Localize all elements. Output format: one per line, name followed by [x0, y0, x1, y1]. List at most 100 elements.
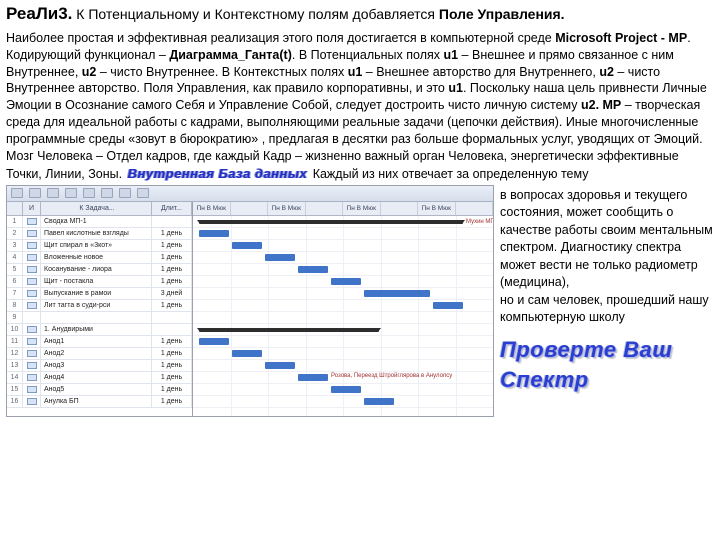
row-id: 16 [7, 396, 23, 407]
gantt-row [193, 348, 493, 360]
gantt-row [193, 360, 493, 372]
row-name [41, 312, 152, 323]
table-row[interactable]: 14 Анод41 день [7, 372, 192, 384]
table-row[interactable]: 6Щит - постакла1 день [7, 276, 192, 288]
task-bar[interactable] [265, 254, 295, 261]
table-row[interactable]: 5Косанувание - лиора1 день [7, 264, 192, 276]
row-id: 9 [7, 312, 23, 323]
row-indicator [23, 216, 41, 227]
row-indicator [23, 324, 41, 335]
big-decor-label: Проверте Ваш Спектр [500, 335, 714, 397]
row-duration: 1 день [152, 252, 192, 263]
title-prefix: РеаЛи3. [6, 4, 72, 23]
row-indicator [23, 228, 41, 239]
row-name: Вложенные новое [41, 252, 152, 263]
toolbar-button[interactable] [119, 188, 131, 198]
task-bar[interactable] [364, 290, 430, 297]
table-row[interactable]: 7Выпускание в рамои3 дней [7, 288, 192, 300]
gantt-row [193, 252, 493, 264]
indicator-icon [27, 350, 37, 357]
row-id: 7 [7, 288, 23, 299]
task-bar[interactable] [364, 398, 394, 405]
row-name: Лит тагта в суди-рси [41, 300, 152, 311]
row-id: 2 [7, 228, 23, 239]
toolbar-button[interactable] [47, 188, 59, 198]
gantt-row: Розова, Переезд Штройглярова в Анулопсу [193, 372, 493, 384]
toolbar-button[interactable] [137, 188, 149, 198]
row-indicator [23, 252, 41, 263]
toolbar-button[interactable] [29, 188, 41, 198]
timeline-cell: Пн В Мюк [268, 202, 306, 215]
row-indicator [23, 384, 41, 395]
timeline-cell [231, 202, 269, 215]
indicator-icon [27, 374, 37, 381]
gantt-row [193, 312, 493, 324]
row-duration: 1 день [152, 372, 192, 383]
task-bar[interactable] [232, 242, 262, 249]
task-bar[interactable] [331, 278, 361, 285]
row-name: Выпускание в рамои [41, 288, 152, 299]
row-duration: 1 день [152, 300, 192, 311]
row-duration: 1 день [152, 240, 192, 251]
table-row[interactable]: 1Сводка МП-1 [7, 216, 192, 228]
title-rest: К Потенциальному и Контекстному полям до… [72, 6, 439, 22]
row-duration: 1 день [152, 228, 192, 239]
row-id: 10 [7, 324, 23, 335]
row-indicator [23, 360, 41, 371]
row-name: Анод1 [41, 336, 152, 347]
gantt-row [193, 336, 493, 348]
row-name: Щит спирал в «3кот» [41, 240, 152, 251]
title-suffix: Поле Управления. [439, 6, 565, 22]
table-row[interactable]: 15Анод51 день [7, 384, 192, 396]
toolbar-button[interactable] [83, 188, 95, 198]
row-duration [152, 324, 192, 335]
task-bar[interactable] [331, 386, 361, 393]
summary-bar[interactable] [199, 328, 379, 332]
task-bar[interactable] [232, 350, 262, 357]
table-row[interactable]: 11Анод11 день [7, 336, 192, 348]
col-indicator: И [23, 202, 41, 215]
bar-label: Розова, Переезд Штройглярова в Анулопсу [331, 373, 452, 379]
task-table: И К Задача... Длит... 1Сводка МП-12Павел… [7, 202, 193, 416]
side-text: в вопросах здоровья и текущего состояния… [500, 188, 713, 325]
table-row[interactable]: 12Анод21 день [7, 348, 192, 360]
row-duration: 1 день [152, 348, 192, 359]
task-bar[interactable] [298, 266, 328, 273]
timeline-header: Пн В МюкПн В МюкПн В МюкПн В Мюк [193, 202, 493, 216]
table-row[interactable]: 8Лит тагта в суди-рси1 день [7, 300, 192, 312]
table-row[interactable]: 2Павел кислотные взгляды1 день [7, 228, 192, 240]
task-bar[interactable] [199, 338, 229, 345]
table-row[interactable]: 101. Анудвирыми [7, 324, 192, 336]
row-indicator [23, 288, 41, 299]
summary-bar[interactable]: Мухин МП, ДюкановскийЭноденАнупрефомекол [199, 220, 463, 224]
bar-label: Мухин МП, ДюкановскийЭноденАнупрефомекол [466, 219, 494, 225]
row-name: Щит - постакла [41, 276, 152, 287]
row-duration: 1 день [152, 360, 192, 371]
row-indicator [23, 276, 41, 287]
gantt-screenshot: И К Задача... Длит... 1Сводка МП-12Павел… [6, 185, 494, 417]
indicator-icon [27, 218, 37, 225]
task-bar[interactable] [265, 362, 295, 369]
indicator-icon [27, 362, 37, 369]
toolbar-button[interactable] [65, 188, 77, 198]
task-bar[interactable]: Розова, Переезд Штройглярова в Анулопсу [298, 374, 328, 381]
row-name: Анод4 [41, 372, 152, 383]
toolbar-button[interactable] [101, 188, 113, 198]
indicator-icon [27, 386, 37, 393]
gantt-row [193, 264, 493, 276]
table-row[interactable]: 13Анод31 день [7, 360, 192, 372]
toolbar-button[interactable] [11, 188, 23, 198]
task-bar[interactable] [199, 230, 229, 237]
row-id: 12 [7, 348, 23, 359]
lower-region: И К Задача... Длит... 1Сводка МП-12Павел… [0, 183, 720, 417]
row-indicator [23, 336, 41, 347]
gantt-chart: Пн В МюкПн В МюкПн В МюкПн В Мюк Мухин М… [193, 202, 493, 416]
table-row[interactable]: 16Анулка БП1 день [7, 396, 192, 408]
row-duration: 1 день [152, 384, 192, 395]
task-bar[interactable] [433, 302, 463, 309]
table-row[interactable]: 3Щит спирал в «3кот»1 день [7, 240, 192, 252]
gantt-row [193, 396, 493, 408]
table-row[interactable]: 9 [7, 312, 192, 324]
table-row[interactable]: 4Вложенные новое1 день [7, 252, 192, 264]
row-id: 14 [7, 372, 23, 383]
